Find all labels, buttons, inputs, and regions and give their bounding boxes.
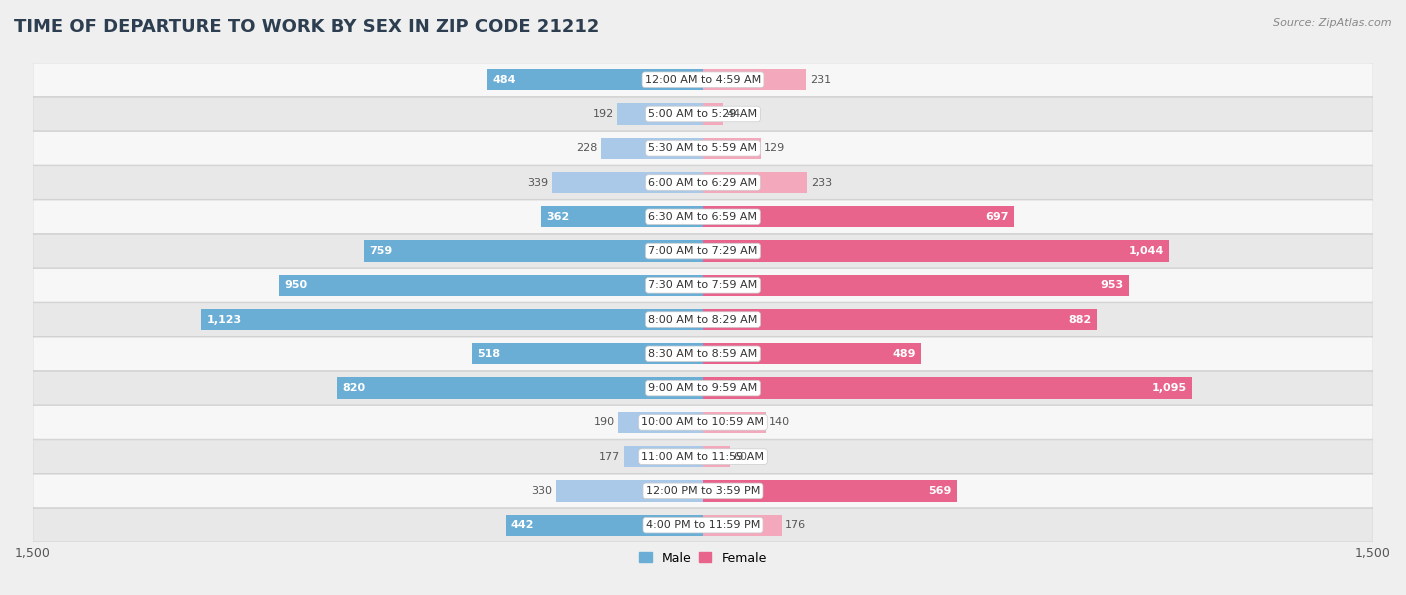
FancyBboxPatch shape	[32, 337, 1374, 371]
Text: 569: 569	[928, 486, 952, 496]
Text: 176: 176	[785, 520, 806, 530]
Text: 44: 44	[727, 109, 741, 119]
Text: 60: 60	[734, 452, 748, 462]
FancyBboxPatch shape	[32, 303, 1374, 336]
Text: 177: 177	[599, 452, 620, 462]
Bar	[703, 343, 921, 365]
FancyBboxPatch shape	[32, 406, 1374, 439]
Text: 7:00 AM to 7:29 AM: 7:00 AM to 7:29 AM	[648, 246, 758, 256]
Text: 140: 140	[769, 417, 790, 427]
Text: 330: 330	[531, 486, 553, 496]
Text: 6:00 AM to 6:29 AM: 6:00 AM to 6:29 AM	[648, 177, 758, 187]
Text: 1,123: 1,123	[207, 315, 242, 324]
Text: 7:30 AM to 7:59 AM: 7:30 AM to 7:59 AM	[648, 280, 758, 290]
Bar	[336, 377, 703, 399]
Text: 190: 190	[593, 417, 614, 427]
Bar	[486, 69, 703, 90]
Text: 953: 953	[1101, 280, 1123, 290]
Bar	[364, 240, 703, 262]
Text: 5:30 AM to 5:59 AM: 5:30 AM to 5:59 AM	[648, 143, 758, 154]
FancyBboxPatch shape	[32, 474, 1374, 508]
Bar	[278, 275, 703, 296]
Bar	[602, 137, 703, 159]
Text: 8:00 AM to 8:29 AM: 8:00 AM to 8:29 AM	[648, 315, 758, 324]
Text: 882: 882	[1069, 315, 1091, 324]
FancyBboxPatch shape	[32, 234, 1374, 268]
Text: 820: 820	[342, 383, 366, 393]
Bar	[506, 515, 703, 536]
FancyBboxPatch shape	[32, 200, 1374, 234]
Text: 950: 950	[284, 280, 307, 290]
Bar	[624, 446, 703, 467]
Bar	[703, 172, 807, 193]
Text: 362: 362	[547, 212, 569, 222]
FancyBboxPatch shape	[32, 440, 1374, 474]
Bar	[703, 480, 957, 502]
Text: TIME OF DEPARTURE TO WORK BY SEX IN ZIP CODE 21212: TIME OF DEPARTURE TO WORK BY SEX IN ZIP …	[14, 18, 599, 36]
Text: Source: ZipAtlas.com: Source: ZipAtlas.com	[1274, 18, 1392, 28]
Text: 12:00 PM to 3:59 PM: 12:00 PM to 3:59 PM	[645, 486, 761, 496]
Bar	[703, 104, 723, 124]
Text: 442: 442	[510, 520, 534, 530]
Text: 6:30 AM to 6:59 AM: 6:30 AM to 6:59 AM	[648, 212, 758, 222]
FancyBboxPatch shape	[32, 166, 1374, 199]
Text: 1,044: 1,044	[1129, 246, 1164, 256]
Bar	[555, 480, 703, 502]
Bar	[703, 240, 1170, 262]
Bar	[703, 137, 761, 159]
Bar	[703, 309, 1097, 330]
Text: 697: 697	[986, 212, 1010, 222]
Text: 9:00 AM to 9:59 AM: 9:00 AM to 9:59 AM	[648, 383, 758, 393]
FancyBboxPatch shape	[32, 508, 1374, 542]
Bar	[703, 275, 1129, 296]
Text: 1,095: 1,095	[1152, 383, 1187, 393]
Text: 12:00 AM to 4:59 AM: 12:00 AM to 4:59 AM	[645, 75, 761, 84]
FancyBboxPatch shape	[32, 371, 1374, 405]
Text: 231: 231	[810, 75, 831, 84]
Text: 8:30 AM to 8:59 AM: 8:30 AM to 8:59 AM	[648, 349, 758, 359]
Bar	[551, 172, 703, 193]
Bar	[619, 412, 703, 433]
Bar	[201, 309, 703, 330]
Bar	[703, 69, 806, 90]
Text: 5:00 AM to 5:29 AM: 5:00 AM to 5:29 AM	[648, 109, 758, 119]
Text: 233: 233	[811, 177, 832, 187]
Text: 339: 339	[527, 177, 548, 187]
Bar	[471, 343, 703, 365]
Legend: Male, Female: Male, Female	[634, 547, 772, 569]
Text: 192: 192	[592, 109, 613, 119]
Text: 759: 759	[370, 246, 392, 256]
Bar	[703, 515, 782, 536]
Text: 10:00 AM to 10:59 AM: 10:00 AM to 10:59 AM	[641, 417, 765, 427]
Text: 11:00 AM to 11:59 AM: 11:00 AM to 11:59 AM	[641, 452, 765, 462]
Text: 484: 484	[492, 75, 516, 84]
FancyBboxPatch shape	[32, 97, 1374, 131]
Text: 228: 228	[576, 143, 598, 154]
Bar	[703, 206, 1014, 227]
Text: 489: 489	[893, 349, 917, 359]
Bar	[617, 104, 703, 124]
Bar	[541, 206, 703, 227]
Bar	[703, 446, 730, 467]
Bar	[703, 377, 1192, 399]
FancyBboxPatch shape	[32, 63, 1374, 96]
Text: 129: 129	[765, 143, 786, 154]
FancyBboxPatch shape	[32, 131, 1374, 165]
Text: 4:00 PM to 11:59 PM: 4:00 PM to 11:59 PM	[645, 520, 761, 530]
FancyBboxPatch shape	[32, 268, 1374, 302]
Text: 518: 518	[477, 349, 501, 359]
Bar	[703, 412, 765, 433]
